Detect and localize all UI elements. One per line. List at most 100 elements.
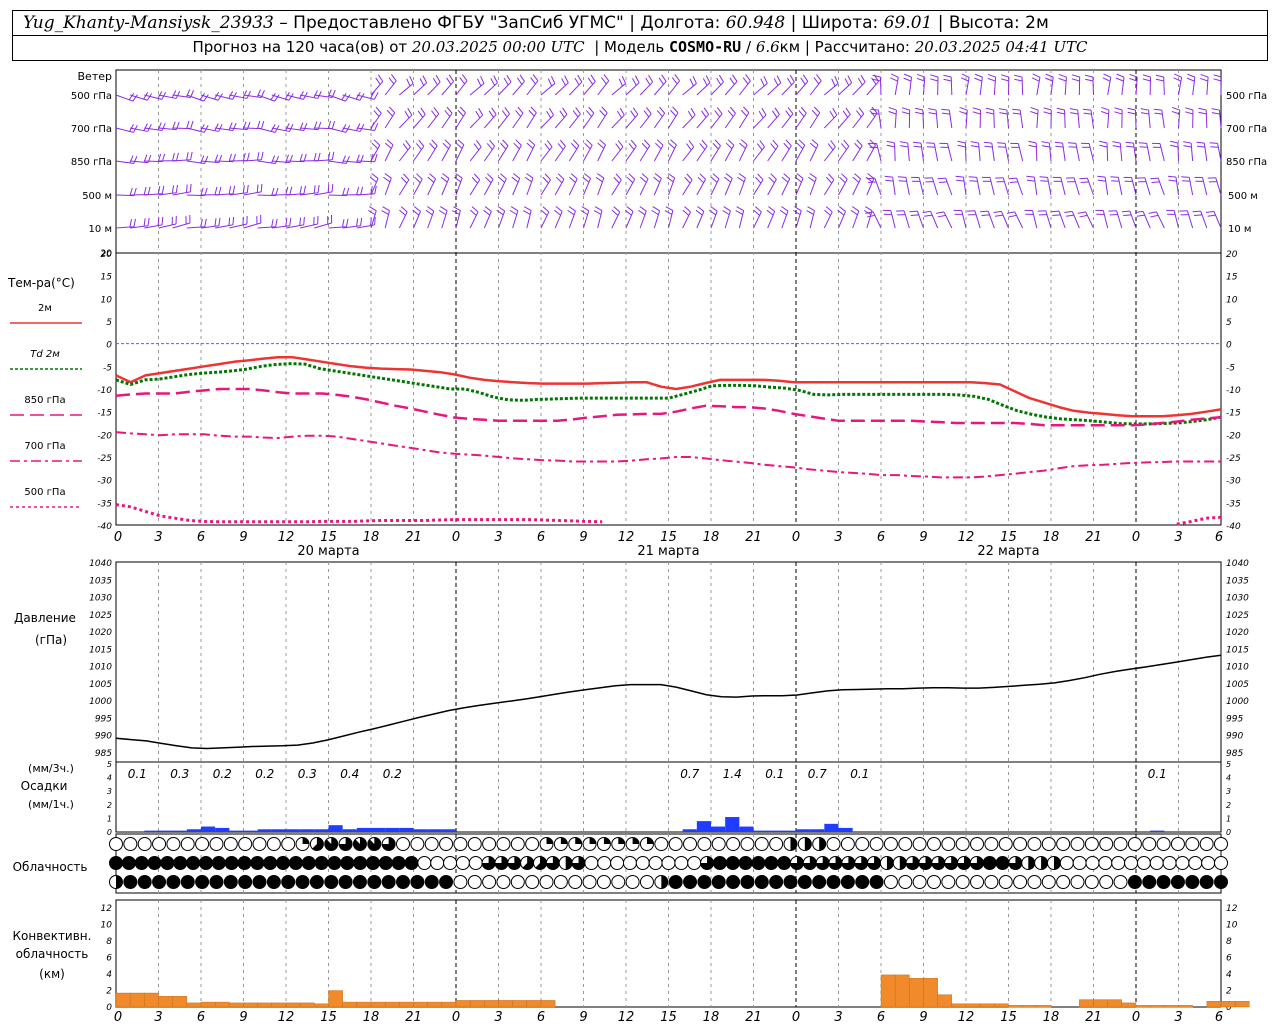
wind-barb-icon	[682, 140, 695, 162]
cloud-octa-circle-icon	[338, 875, 353, 889]
wind-barb-shaft	[993, 109, 995, 129]
wind-barb-shaft	[682, 179, 693, 196]
wind-barb-icon	[995, 177, 1009, 196]
wind-barb-shaft	[639, 210, 647, 229]
temp-series-line	[115, 356, 1222, 418]
cloud-circle	[238, 837, 253, 851]
cloud-fill-full	[138, 875, 152, 889]
cloud-octa-circle-icon	[1214, 875, 1228, 889]
wind-barb-flag	[672, 106, 679, 114]
convective-bar	[1121, 1002, 1137, 1008]
cloud-fill-full	[1200, 875, 1214, 889]
wind-barb-flag	[1006, 211, 1015, 214]
wind-barb-flag	[1169, 140, 1178, 144]
cloud-fill-part	[572, 856, 586, 870]
wind-barb-shaft	[710, 81, 724, 96]
precip-tick-label-right: 5	[1226, 760, 1231, 769]
wind-barb-flag	[611, 209, 619, 216]
wind-barb-flag	[857, 77, 863, 86]
cloud-circle	[1070, 837, 1085, 851]
wind-barb-icon	[172, 183, 192, 196]
cloud-circle	[482, 837, 497, 851]
wind-barb-icon	[413, 139, 425, 162]
pressure-tick-label: 1035	[89, 576, 112, 586]
wind-barb-flag	[368, 209, 376, 216]
wind-barb-shaft	[1045, 210, 1052, 229]
wind-barb-flag	[825, 206, 833, 213]
temp-tick-label-right: -15	[1226, 409, 1241, 419]
wind-barb-shaft	[852, 210, 860, 229]
wind-barb-shaft	[554, 211, 563, 229]
wind-barb-icon	[767, 173, 777, 196]
convective-bar	[1022, 1005, 1038, 1008]
wind-barb-shaft	[668, 112, 679, 129]
cloud-fill-part	[367, 837, 381, 851]
wind-barb-shaft	[1215, 177, 1222, 196]
conv-tick-label-right: 2	[1226, 987, 1232, 997]
wind-barb-flag	[926, 142, 935, 144]
wind-barb-flag	[924, 214, 933, 217]
wind-barb-flag	[203, 94, 209, 102]
wind-barb-icon	[369, 173, 379, 196]
wind-barb-icon	[413, 75, 428, 96]
wind-barb-icon	[886, 140, 896, 162]
wind-barb-icon	[1012, 108, 1024, 129]
wind-barb-flag	[787, 107, 794, 115]
cloud-fill-part	[1028, 856, 1035, 870]
wind-barb-shaft	[597, 112, 608, 129]
wind-barb-icon	[1115, 73, 1125, 96]
wind-barb-flag	[1112, 145, 1121, 148]
wind-barb-icon	[483, 75, 498, 96]
wind-barb-flag	[1097, 175, 1106, 178]
wind-barb-shaft	[767, 211, 776, 229]
cloud-octa-circle-icon	[828, 856, 843, 870]
wind-barb-flag	[1136, 214, 1145, 217]
cloud-octa-circle-icon	[855, 837, 870, 851]
wind-barb-shaft	[1107, 110, 1110, 129]
wind-barb-flag	[890, 77, 898, 82]
wind-barb-icon	[300, 152, 321, 162]
wind-barb-shaft	[1142, 211, 1151, 229]
wind-barb-flag	[830, 140, 836, 148]
wind-barb-flag	[214, 218, 217, 227]
cloud-fill-part	[790, 856, 804, 870]
wind-barb-icon	[1151, 142, 1165, 162]
wind-barb-flag	[513, 142, 520, 150]
wind-barb-shaft	[158, 94, 177, 99]
wind-barb-icon	[983, 141, 995, 162]
wind-barb-flag	[1194, 214, 1203, 217]
conv-tick-label-right: 6	[1226, 954, 1232, 964]
wind-barb-icon	[200, 217, 221, 229]
pressure-tick-label: 1005	[89, 680, 112, 690]
wind-barb-shaft	[1203, 143, 1208, 162]
wind-barb-shaft	[1177, 142, 1179, 162]
wind-barb-icon	[738, 139, 748, 162]
cloud-octa-circle-icon	[1027, 837, 1042, 851]
wind-barb-shaft	[384, 112, 396, 129]
precip-bar	[1150, 830, 1165, 832]
cloud-fill-full	[410, 875, 424, 889]
wind-barb-icon	[639, 74, 654, 96]
temp-series-line	[115, 431, 1221, 479]
cloud-octa-circle-icon	[1027, 875, 1042, 889]
cloud-circle	[539, 875, 554, 889]
cloud-circle	[941, 837, 956, 851]
wind-barb-icon	[1030, 106, 1039, 129]
time-tick-label: 21	[745, 530, 762, 545]
time-tick-label: 18	[703, 530, 720, 545]
wind-barb-shaft	[356, 193, 375, 196]
wind-barb-shaft	[781, 145, 792, 162]
wind-barb-shaft	[724, 210, 731, 229]
pressure-tick-label-right: 1025	[1226, 611, 1249, 621]
day-label: 21 марта	[637, 544, 699, 559]
precip-3h-total: 0.1	[1148, 767, 1167, 781]
convective-bar	[399, 1001, 414, 1008]
precip-bar	[739, 826, 754, 832]
wind-barb-shaft	[989, 177, 995, 196]
cloud-fill-full	[396, 875, 410, 889]
wind-barb-shaft	[1121, 77, 1125, 96]
wind-barb-icon	[469, 173, 481, 196]
wind-barb-flag	[901, 107, 910, 111]
wind-barb-icon	[229, 215, 248, 229]
wind-barb-flag	[1183, 141, 1192, 144]
